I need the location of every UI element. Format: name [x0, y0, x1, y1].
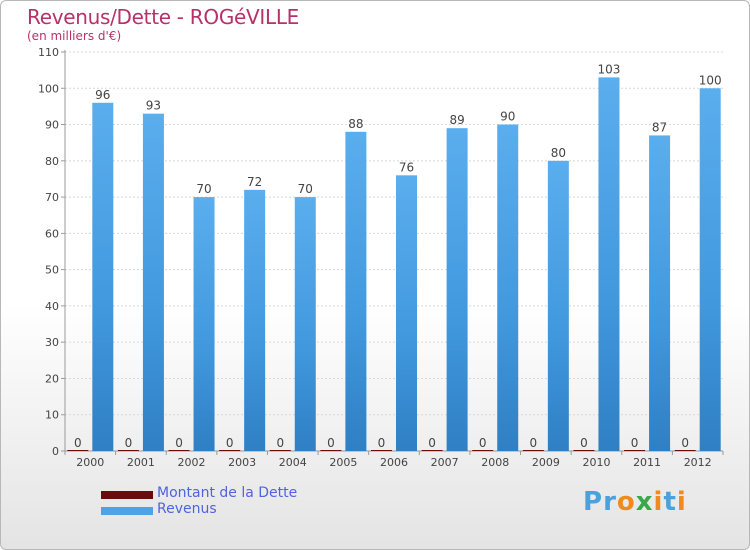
data-label-revenus: 93	[146, 99, 161, 113]
y-tick-label: 0	[52, 445, 59, 458]
y-tick-label: 100	[38, 82, 59, 95]
bar-revenus	[193, 197, 215, 451]
bar-dette	[269, 450, 291, 451]
y-tick-label: 10	[45, 409, 59, 422]
bar-dette	[371, 450, 392, 451]
data-label-dette: 0	[74, 436, 82, 450]
bar-revenus	[547, 160, 569, 451]
x-tick-label: 2001	[127, 456, 155, 469]
proxiti-logo: Proxiti	[583, 487, 687, 517]
logo-letter: i	[653, 487, 664, 517]
data-label-dette: 0	[327, 436, 335, 450]
bar-revenus	[244, 189, 266, 451]
bar-revenus	[345, 131, 367, 452]
logo-letter: i	[676, 487, 687, 517]
legend-swatch-revenus	[101, 507, 153, 515]
bar-dette	[67, 450, 89, 451]
y-tick-label: 20	[45, 372, 59, 385]
x-tick-label: 2006	[380, 456, 408, 469]
bar-dette	[472, 450, 494, 451]
data-label-dette: 0	[428, 436, 436, 450]
data-label-dette: 0	[226, 436, 234, 450]
bar-revenus	[142, 113, 164, 451]
x-tick-label: 2008	[481, 456, 509, 469]
bar-revenus	[92, 102, 114, 452]
x-tick-label: 2004	[279, 456, 307, 469]
y-tick-label: 50	[45, 264, 59, 277]
data-label-revenus: 100	[699, 73, 722, 87]
data-label-revenus: 89	[449, 113, 464, 127]
data-label-revenus: 87	[652, 120, 667, 134]
legend-swatch-dette	[101, 491, 153, 499]
data-label-revenus: 88	[348, 117, 363, 131]
bar-dette	[573, 450, 595, 451]
chart-subtitle: (en milliers d'€)	[27, 29, 122, 43]
data-label-dette: 0	[580, 436, 588, 450]
x-tick-label: 2000	[76, 456, 104, 469]
bar-revenus	[497, 124, 519, 451]
y-tick-label: 60	[45, 227, 59, 240]
logo-letter: t	[663, 487, 677, 517]
x-tick-label: 2005	[329, 456, 357, 469]
bar-dette	[624, 450, 646, 451]
data-label-dette: 0	[378, 436, 386, 450]
bar-revenus	[396, 175, 417, 451]
bar-revenus	[649, 135, 671, 451]
bar-revenus	[446, 128, 468, 451]
y-tick-label: 30	[45, 336, 59, 349]
data-label-dette: 0	[276, 436, 284, 450]
data-label-revenus: 90	[500, 110, 515, 124]
bar-dette	[522, 450, 544, 451]
legend-label-revenus: Revenus	[157, 501, 217, 517]
bar-dette	[219, 450, 241, 451]
legend-label-dette: Montant de la Dette	[157, 485, 298, 501]
x-tick-label: 2003	[228, 456, 256, 469]
data-label-dette: 0	[125, 436, 133, 450]
data-label-revenus: 72	[247, 175, 262, 189]
y-tick-label: 70	[45, 191, 59, 204]
x-tick-label: 2012	[684, 456, 712, 469]
data-label-revenus: 80	[551, 146, 566, 160]
data-label-revenus: 70	[196, 182, 211, 196]
bar-dette	[117, 450, 139, 451]
logo-letter: x	[635, 487, 654, 517]
x-tick-label: 2002	[178, 456, 206, 469]
data-label-dette: 0	[175, 436, 183, 450]
x-tick-label: 2011	[633, 456, 661, 469]
y-tick-label: 80	[45, 155, 59, 168]
data-label-dette: 0	[631, 436, 639, 450]
data-label-dette: 0	[479, 436, 487, 450]
bar-dette	[320, 450, 342, 451]
x-tick-label: 2007	[431, 456, 459, 469]
logo-letter: o	[616, 487, 636, 517]
bar-dette	[168, 450, 190, 451]
data-label-revenus: 70	[298, 182, 313, 196]
y-tick-label: 40	[45, 300, 59, 313]
bar-revenus	[294, 197, 316, 451]
bar-revenus	[598, 77, 620, 452]
data-label-dette: 0	[681, 436, 689, 450]
chart-title: Revenus/Dette - ROGéVILLE	[27, 5, 300, 29]
data-label-revenus: 76	[399, 160, 414, 174]
bar-dette	[421, 450, 443, 451]
data-label-revenus: 96	[95, 88, 110, 102]
data-label-dette: 0	[530, 436, 538, 450]
x-tick-label: 2009	[532, 456, 560, 469]
bar-revenus	[699, 88, 721, 451]
y-tick-label: 110	[38, 46, 59, 59]
y-tick-label: 90	[45, 119, 59, 132]
bar-dette	[674, 450, 696, 451]
data-label-revenus: 103	[598, 62, 621, 76]
logo-letter: P	[583, 487, 604, 517]
logo-letter: r	[603, 487, 617, 517]
x-tick-label: 2010	[582, 456, 610, 469]
